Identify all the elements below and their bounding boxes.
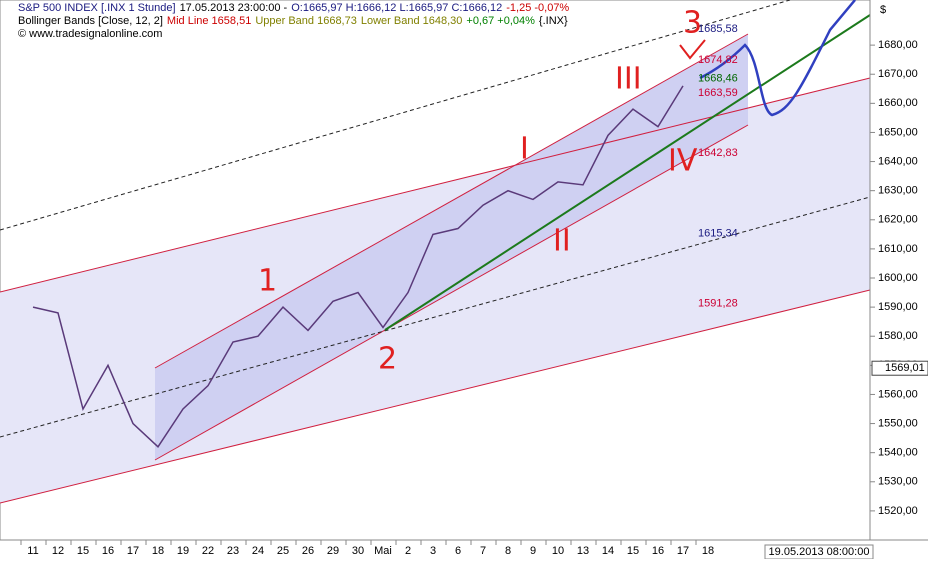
price-label: 1615,34	[698, 227, 738, 239]
wave-label: 1	[258, 264, 277, 299]
x-tick-label: 25	[277, 545, 289, 557]
price-label: 1591,28	[698, 297, 738, 309]
x-tick-label: 29	[327, 545, 339, 557]
timestamp: 19.05.2013 08:00:00	[769, 546, 870, 558]
x-tick-label: 16	[102, 545, 114, 557]
y-tick-label: 1640,00	[878, 155, 918, 167]
y-tick-label: 1530,00	[878, 476, 918, 488]
y-tick-label: 1650,00	[878, 126, 918, 138]
trend-line	[154, 124, 749, 461]
header-line: © www.tradesignalonline.com	[18, 28, 162, 40]
header-text: S&P 500 INDEX [.INX 1 Stunde]	[18, 2, 176, 14]
header-text: Bollinger Bands [Close, 12, 2]	[18, 15, 163, 27]
x-tick-label: 10	[552, 545, 564, 557]
dashed-line	[0, 196, 871, 438]
channels	[0, 0, 871, 504]
header-text: Lower Band 1648,30	[361, 15, 463, 27]
wave-label: IV	[668, 144, 698, 179]
x-tick-label: 18	[152, 545, 164, 557]
x-tick-label: 18	[702, 545, 714, 557]
wave-label: II	[553, 224, 571, 259]
middle-channel	[155, 34, 748, 460]
check-mark	[679, 39, 706, 60]
x-tick-label: 24	[252, 545, 264, 557]
x-tick-label: 8	[505, 545, 511, 557]
x-tick-label: 17	[677, 545, 689, 557]
wave-label: 2	[378, 342, 397, 377]
header-line: Bollinger Bands [Close, 12, 2] Mid Line 1…	[18, 15, 568, 27]
x-tick-label: 6	[455, 545, 461, 557]
x-tick-label: 9	[530, 545, 536, 557]
price-label: 1685,58	[698, 23, 738, 35]
header-text: {.INX}	[539, 15, 568, 27]
x-tick-label: 12	[52, 545, 64, 557]
x-tick-label: 7	[480, 545, 486, 557]
x-tick-label: 23	[227, 545, 239, 557]
price-label: 1668,46	[698, 73, 738, 85]
y-tick-label: 1660,00	[878, 97, 918, 109]
trend-line	[0, 77, 871, 293]
x-tick-label: 2	[405, 545, 411, 557]
x-tick-label: 22	[202, 545, 214, 557]
price-label: 1674,82	[698, 54, 738, 66]
x-tick-label: 13	[577, 545, 589, 557]
header-text: -1,25 -0,07%	[506, 2, 569, 14]
y-tick-label: 1610,00	[878, 243, 918, 255]
header-text: Mid Line 1658,51	[167, 15, 251, 27]
header-text: Upper Band 1668,73	[255, 15, 357, 27]
x-tick-label: 30	[352, 545, 364, 557]
x-tick-label: 19	[177, 545, 189, 557]
x-tick-label: Mai	[374, 545, 392, 557]
x-tick-label: 17	[127, 545, 139, 557]
y-tick-label: 1670,00	[878, 68, 918, 80]
x-tick-label: 11	[27, 545, 38, 557]
header-text: O:1665,97 H:1666,12 L:1665,97 C:1666,12	[291, 2, 502, 14]
wave-label: I	[520, 132, 529, 167]
y-tick-label: 1630,00	[878, 185, 918, 197]
hand-drawn-projection	[699, 0, 856, 117]
x-tick-label: 14	[602, 545, 614, 557]
y-tick-label: 1520,00	[878, 505, 918, 517]
y-tick-label: 1580,00	[878, 330, 918, 342]
trend-line	[0, 289, 871, 504]
header-text: +0,67 +0,04%	[466, 15, 535, 27]
y-tick-label: 1550,00	[878, 417, 918, 429]
x-tick-label: 26	[302, 545, 314, 557]
price-label: 1663,59	[698, 87, 738, 99]
price-label: 1642,83	[698, 147, 738, 159]
last-price-label: 1569,01	[885, 362, 925, 374]
y-tick-label: 1600,00	[878, 272, 918, 284]
x-tick-label: 3	[430, 545, 436, 557]
trend-line	[154, 33, 749, 369]
y-tick-label: 1680,00	[878, 39, 918, 51]
x-tick-label: 16	[652, 545, 664, 557]
x-tick-label: 15	[77, 545, 89, 557]
price-line	[32, 85, 684, 448]
y-tick-label: 1540,00	[878, 447, 918, 459]
y-tick-label: 1560,00	[878, 388, 918, 400]
y-tick-label: 1620,00	[878, 214, 918, 226]
wave-label: 3	[683, 6, 702, 41]
header-text: © www.tradesignalonline.com	[18, 28, 162, 40]
header-text: 17.05.2013 23:00:00 -	[180, 2, 288, 14]
header-line: S&P 500 INDEX [.INX 1 Stunde] 17.05.2013 …	[18, 2, 569, 14]
wave-label: III	[615, 62, 642, 97]
y-axis-label: $	[880, 4, 886, 16]
green-trend-line	[384, 14, 871, 331]
x-tick-label: 15	[627, 545, 639, 557]
last-price-box	[871, 360, 928, 376]
y-tick-label: 1590,00	[878, 301, 918, 313]
